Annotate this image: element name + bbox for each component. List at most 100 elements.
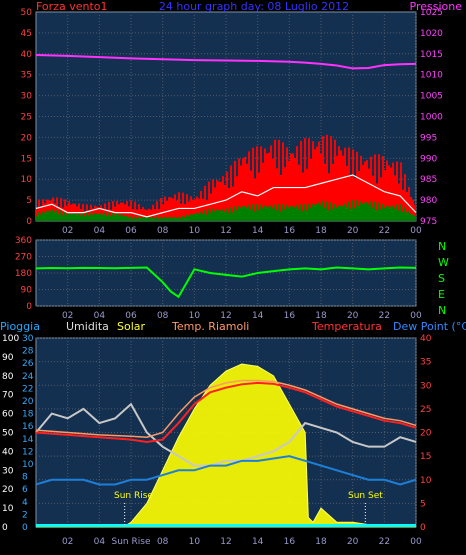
wind-low-bar [72,213,74,221]
wind-low-bar [296,205,298,221]
wind-low-bar [234,206,236,221]
wind-low-bar [282,204,284,221]
wind-low-bar [46,210,48,221]
wind-speed-bar [94,205,96,221]
graph-date-title: 24 hour graph day: 08 Luglio 2012 [159,0,349,13]
wind-speed-bar [284,167,286,221]
p3-humidity-tick-label: 12 [22,447,33,457]
wind-low-bar [290,206,292,221]
wind-speed-bar [130,200,132,221]
p1-right-tick-label: 1015 [420,50,443,60]
wind-speed-bar [234,160,236,221]
wind-low-bar [108,212,110,221]
wind-speed-bar [376,183,378,221]
wind-speed-bar [116,201,118,221]
p2-x-tick-label: 06 [125,311,137,321]
p1-left-tick-label: 5 [26,196,32,206]
p3-rain-tick-label: 90 [2,353,14,363]
p3-x-tick-label: 02 [62,537,73,547]
feels-like-line [35,379,417,438]
wind-speed-bar [310,158,312,221]
wind-speed-bar [68,201,70,221]
wind-low-bar [400,204,402,221]
wind-speed-bar [240,165,242,221]
wind-low-bar [128,217,130,221]
p1-left-tick-label: 10 [21,175,33,185]
p1-left-tick-label: 20 [21,133,33,143]
wind-speed-bar [298,164,300,221]
wind-speed-bar [364,161,366,221]
wind-speed-bar [198,198,200,221]
wind-low-bar [80,215,82,221]
wind-low-bar [164,216,166,221]
wind-speed-bar [250,170,252,221]
wind-low-bar [98,213,100,221]
wind-low-bar [294,207,296,221]
wind-low-bar [188,216,190,221]
p1-right-tick-label: 1025 [420,8,443,18]
temperature-line [35,381,417,443]
wind-speed-bar [44,203,46,221]
wind-speed-bar [48,200,50,221]
wind-speed-bar [138,204,140,221]
p3-right-tick-label: 5 [420,499,426,509]
wind-speed-bar [106,209,108,221]
p2-tick-label: 360 [15,236,32,246]
wind-low-bar [370,201,372,221]
wind-low-bar [356,200,358,221]
p3-right-tick-label: 30 [420,381,432,391]
wind-speed-bar [316,146,318,221]
wind-low-bar [362,203,364,221]
p2-tick-label: 0 [26,302,32,312]
compass-n-bottom: N [438,304,446,317]
p2-x-tick-label: 04 [94,311,106,321]
p1-x-tick-label: 06 [125,226,137,236]
wind-speed-bar [222,176,224,221]
wind-low-bar [342,206,344,221]
p3-humidity-tick-label: 14 [22,435,34,445]
wind-speed-bar [252,147,254,221]
wind-speed-bar [100,205,102,221]
p3-right-tick-label: 10 [420,476,432,486]
p2-x-tick-label: 12 [220,311,231,321]
p3-humidity-tick-label: 22 [22,384,33,394]
wind-low-bar [42,211,44,221]
wind-low-bar [272,208,274,221]
p3-rain-tick-label: 40 [2,447,14,457]
wind-speed-bar [142,206,144,221]
wind-speed-bar [132,209,134,221]
p1-left-tick-label: 40 [21,50,33,60]
p3-humidity-tick-label: 4 [22,498,28,508]
p1-left-tick-label: 25 [21,113,32,123]
wind-speed-bar [300,141,302,221]
wind-low-bar [126,215,128,221]
wind-low-bar [76,214,78,221]
wind-speed-bar [404,174,406,221]
wind-speed-bar [338,146,340,221]
p3-x-tick-label: 18 [315,537,327,547]
pressure-line [35,54,417,70]
p3-humidity-tick-label: 10 [22,460,34,470]
p3-humidity-tick-label: 18 [22,410,34,420]
wind-low-bar [150,217,152,221]
p3-x-tick-label: 14 [252,537,264,547]
p3-humidity-tick-label: 2 [22,510,28,520]
wind-low-bar [388,206,390,221]
compass-labels: N W S E N [438,240,449,317]
wind-low-bar [122,215,124,221]
wind-low-bar [82,212,84,221]
p2-x-tick-label: 16 [284,311,296,321]
wind-speed-bar [236,176,238,221]
wind-low-bar [152,216,154,221]
wind-low-bar [328,210,330,221]
p3-rain-tick-label: 70 [2,391,14,401]
p3-right-tick-label: 35 [420,358,431,368]
wind-speed-bar [184,204,186,221]
wind-speed-bar [166,200,168,221]
wind-low-bar [168,217,170,221]
wind-speed-bar [336,155,338,221]
p3-humidity-tick-label: 0 [22,523,28,533]
wind-average-line [35,174,417,218]
